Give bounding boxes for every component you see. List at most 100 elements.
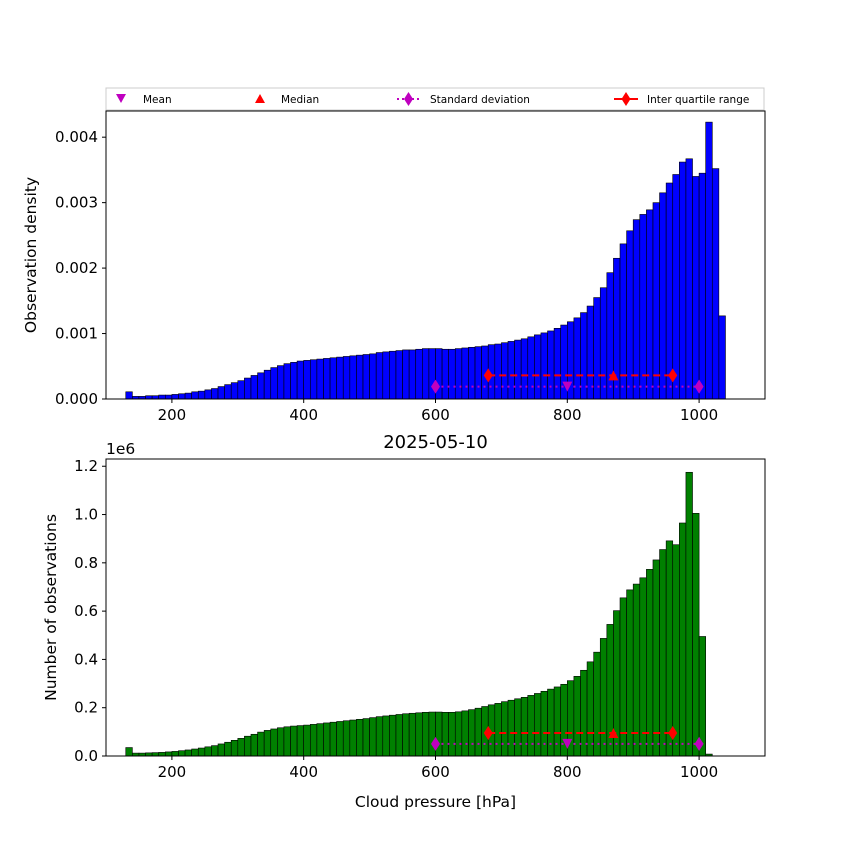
histogram-bar bbox=[270, 728, 278, 757]
histogram-bar bbox=[514, 339, 522, 400]
histogram-bar bbox=[283, 363, 291, 400]
histogram-bar bbox=[540, 332, 548, 400]
legend-item-median: Median bbox=[255, 94, 319, 106]
histogram-bar bbox=[646, 569, 654, 757]
histogram-bar bbox=[461, 347, 469, 400]
histogram-bar bbox=[224, 384, 232, 400]
histogram-bar bbox=[323, 722, 331, 757]
x-tick-label: 800 bbox=[553, 406, 582, 424]
iqr-marker-icon bbox=[621, 92, 631, 106]
histogram-bar bbox=[309, 359, 318, 400]
histogram-bar bbox=[230, 739, 239, 757]
legend-label-median: Median bbox=[281, 94, 319, 106]
bottom-panel: 200 400 600 800 1000 0.0 0.2 0.4 0.6 0.8 1.0 1.2 N… bbox=[42, 432, 766, 811]
histogram-bar bbox=[362, 354, 370, 400]
histogram-bar bbox=[329, 357, 337, 400]
histogram-bar bbox=[204, 389, 212, 400]
x-tick-label: 1000 bbox=[680, 406, 718, 424]
mean-marker bbox=[562, 381, 573, 392]
histogram-bar bbox=[349, 719, 357, 757]
histogram-bar bbox=[336, 721, 344, 757]
histogram-bar bbox=[441, 711, 449, 757]
histogram-bar bbox=[342, 356, 351, 400]
histogram-bar bbox=[626, 230, 634, 400]
histogram-bar bbox=[263, 730, 272, 757]
legend: Mean Median Standard deviation Inter qua… bbox=[105, 87, 765, 111]
top-panel: 200 400 600 800 1000 0.0000.0010.0020.0030.0… bbox=[22, 110, 766, 424]
histogram-bar bbox=[277, 727, 285, 757]
histogram-bar bbox=[184, 749, 192, 757]
histogram-bar bbox=[257, 731, 265, 757]
histogram-bar bbox=[494, 703, 502, 757]
histogram-bar bbox=[547, 330, 555, 400]
legend-label-std: Standard deviation bbox=[430, 94, 530, 106]
std-marker bbox=[431, 379, 440, 394]
histogram-bar bbox=[244, 377, 252, 400]
y-tick-label: 1.0 bbox=[74, 506, 98, 524]
histogram-bar bbox=[250, 733, 258, 757]
histogram-bar bbox=[527, 336, 535, 400]
histogram-bar bbox=[125, 391, 133, 400]
y-tick-label: 1.2 bbox=[74, 457, 98, 475]
legend-label-iqr: Inter quartile range bbox=[647, 94, 749, 106]
histogram-bar bbox=[283, 726, 291, 757]
bottom-x-axis-label: Cloud pressure [hPa] bbox=[355, 793, 516, 811]
histogram-bar bbox=[389, 714, 397, 757]
histogram-bar bbox=[165, 394, 173, 400]
top-markers bbox=[431, 368, 704, 394]
histogram-bar bbox=[454, 348, 463, 400]
y-tick-label: 0.004 bbox=[55, 128, 98, 146]
histogram-bar bbox=[659, 192, 667, 400]
histogram-bar bbox=[303, 360, 311, 400]
histogram-bar bbox=[652, 559, 660, 757]
histogram-bar bbox=[474, 707, 482, 757]
histogram-bar bbox=[672, 174, 680, 400]
y-tick-label: 0.4 bbox=[74, 650, 98, 668]
histogram-bar bbox=[553, 686, 562, 757]
iqr-marker bbox=[668, 726, 678, 741]
y-tick-label: 0.8 bbox=[74, 554, 98, 572]
histogram-bar bbox=[461, 710, 469, 757]
y-tick-label: 0.2 bbox=[74, 699, 98, 717]
histogram-bar bbox=[309, 724, 318, 757]
histogram-bar bbox=[415, 712, 423, 757]
histogram-bar bbox=[507, 699, 515, 757]
histogram-bar bbox=[211, 745, 219, 757]
histogram-bar bbox=[428, 711, 436, 757]
histogram-bar bbox=[685, 158, 693, 400]
histogram-bar bbox=[303, 724, 311, 757]
histogram-bar bbox=[685, 471, 693, 757]
histogram-bar bbox=[553, 328, 562, 400]
bottom-markers bbox=[431, 726, 704, 751]
histogram-bar bbox=[237, 380, 245, 400]
histogram-bar bbox=[474, 346, 482, 400]
histogram-bar bbox=[441, 348, 449, 400]
histogram-bar bbox=[342, 720, 351, 757]
histogram-bar bbox=[468, 709, 476, 757]
y-tick-label: 0.0 bbox=[74, 747, 98, 765]
histogram-bar bbox=[244, 735, 252, 757]
histogram-bar bbox=[369, 353, 377, 400]
x-tick-label: 800 bbox=[553, 763, 582, 781]
histogram-bar bbox=[349, 355, 357, 400]
histogram-bar bbox=[454, 711, 463, 757]
x-tick-label: 1000 bbox=[680, 763, 718, 781]
histogram-bar bbox=[197, 390, 206, 400]
histogram-bar bbox=[679, 161, 687, 400]
mean-marker bbox=[562, 738, 573, 749]
histogram-bar bbox=[395, 714, 403, 757]
x-tick-label: 200 bbox=[158, 406, 187, 424]
histogram-bar bbox=[639, 577, 647, 757]
histogram-bar bbox=[224, 741, 232, 757]
histogram-bar bbox=[402, 349, 410, 400]
histogram-bar bbox=[698, 172, 706, 400]
x-tick-label: 200 bbox=[158, 763, 187, 781]
histogram-bar bbox=[422, 348, 430, 400]
histogram-bar bbox=[665, 540, 674, 757]
histogram-bar bbox=[191, 391, 199, 400]
x-tick-label: 400 bbox=[289, 406, 318, 424]
legend-frame bbox=[105, 87, 765, 111]
histogram-bar bbox=[599, 287, 608, 400]
histogram-bar bbox=[586, 661, 594, 757]
